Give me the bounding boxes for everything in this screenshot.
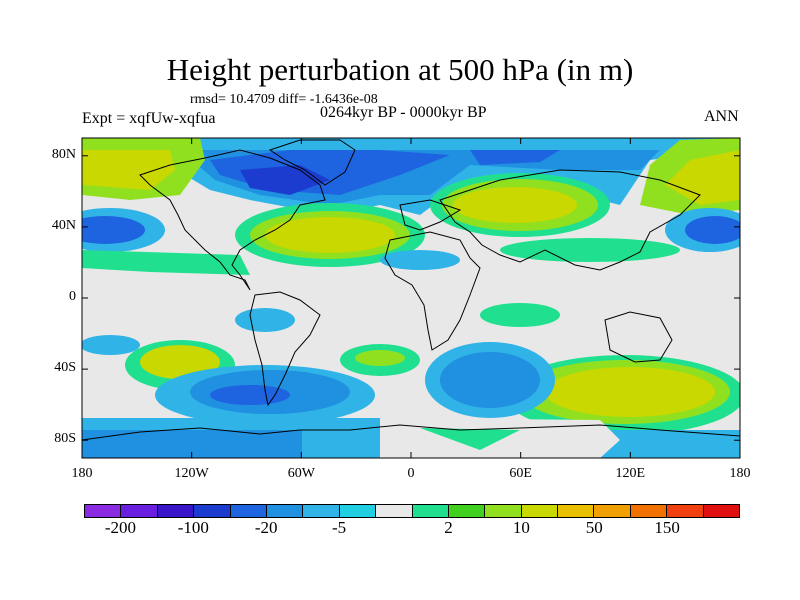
north-america-outline: [139, 149, 326, 291]
colorbar-swatch: [667, 505, 704, 517]
australia-outline: [604, 311, 673, 363]
lat-tick-label: 40S: [54, 360, 76, 376]
experiment-label: Expt = xqfUw-xqfua: [82, 110, 216, 127]
colorbar-label: 2: [444, 518, 453, 537]
lon-tick-label: 60E: [509, 466, 532, 481]
axis-ticks: [81, 138, 741, 458]
plot-title: Height perturbation at 500 hPa (in m): [166, 52, 634, 87]
season-label: ANN: [704, 108, 739, 125]
colorbar-label: 10: [512, 518, 530, 537]
asia-outline: [439, 169, 701, 271]
colorbar-swatch: [558, 505, 595, 517]
colorbar-swatch: [339, 505, 377, 517]
lat-tick-label: 0: [69, 289, 76, 304]
lat-tick-label: 80N: [51, 146, 76, 162]
lon-tick-label: 60W: [287, 466, 315, 481]
colorbar-label: -100: [177, 518, 209, 537]
lon-tick-label: 0: [407, 466, 415, 481]
colorbar-swatch: [266, 505, 304, 517]
colorbar-label: 50: [585, 518, 603, 537]
colorbar-swatch: [121, 505, 158, 517]
lon-tick-label: 120W: [174, 466, 209, 481]
colorbar-swatch: [230, 505, 267, 517]
colorbar-swatch: [303, 505, 340, 517]
coastlines: [82, 139, 740, 441]
greenland-outline: [268, 139, 356, 186]
lon-tick-label: 180: [729, 466, 751, 481]
colorbar: [84, 504, 740, 518]
lon-tick-label: 180: [71, 466, 93, 481]
colorbar-label: -5: [332, 518, 347, 537]
colorbar-swatch: [157, 505, 195, 517]
europe-outline: [399, 199, 462, 231]
colorbar-label: -20: [254, 518, 278, 537]
colorbar-swatch: [412, 505, 449, 517]
colorbar-swatch: [194, 505, 231, 517]
colorbar-swatch: [703, 505, 740, 517]
colorbar-swatch: [448, 505, 486, 517]
colorbar-label: -200: [104, 518, 137, 537]
lat-tick-label: 40N: [51, 217, 76, 233]
colorbar-swatch: [594, 505, 631, 517]
colorbar-swatch: [485, 505, 522, 517]
lat-tick-label: 80S: [54, 431, 76, 447]
colorbar-swatch: [521, 505, 559, 517]
period-label: 0264kyr BP - 0000kyr BP: [320, 104, 487, 121]
contour-field: [82, 138, 740, 458]
colorbar-swatch: [376, 505, 413, 517]
antarctica-outline: [82, 424, 740, 441]
colorbar-label: 150: [654, 518, 680, 537]
colorbar-swatch: [630, 505, 668, 517]
lon-tick-label: 120E: [615, 466, 646, 481]
colorbar-swatch: [85, 505, 122, 517]
rmsd-diff-stats: rmsd= 10.4709 diff= -1.6436e-08: [190, 92, 378, 107]
africa-outline: [384, 231, 481, 351]
south-america-outline: [249, 291, 321, 407]
